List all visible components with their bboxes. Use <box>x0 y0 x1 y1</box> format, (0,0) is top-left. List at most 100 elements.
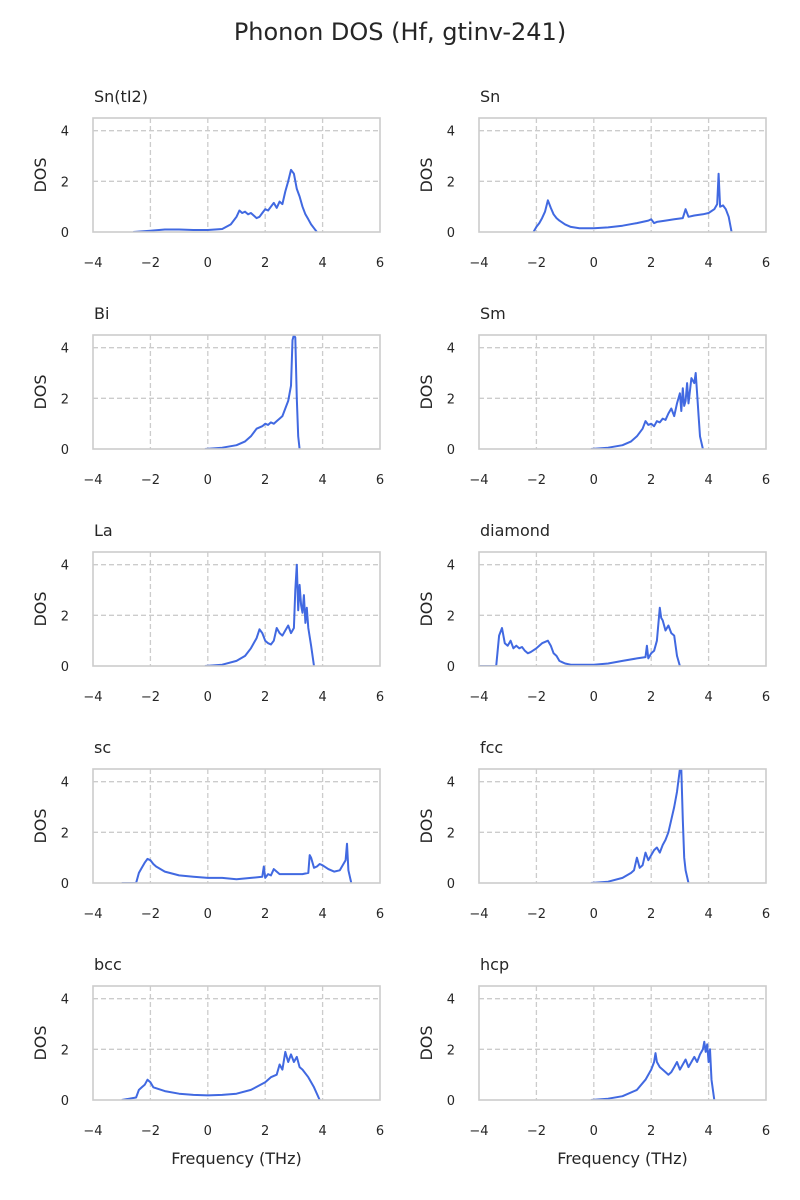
x-tick-label: 4 <box>704 907 712 922</box>
subplot-title: Bi <box>94 304 109 323</box>
y-tick-label: 4 <box>447 342 455 357</box>
x-tick-label: −4 <box>469 1124 488 1139</box>
subplot-title: sc <box>94 738 111 757</box>
x-tick-label: 6 <box>762 1124 770 1139</box>
y-tick-label: 0 <box>447 877 455 892</box>
x-tick-label: −2 <box>527 473 546 488</box>
x-tick-label: 2 <box>647 907 655 922</box>
subplot-title: Sn <box>480 87 500 106</box>
y-axis-label: DOS <box>31 591 50 626</box>
y-axis-label: DOS <box>31 374 50 409</box>
x-tick-label: 0 <box>204 1124 212 1139</box>
axes-frame <box>92 768 381 884</box>
x-tick-label: 2 <box>261 256 269 271</box>
x-tick-label: 2 <box>647 473 655 488</box>
subplot-title: Sm <box>480 304 506 323</box>
x-tick-label: 4 <box>318 907 326 922</box>
axes-frame <box>478 334 767 450</box>
y-tick-label: 4 <box>61 342 69 357</box>
x-tick-label: 0 <box>204 473 212 488</box>
subplot-0: Sn(tI2) −4 −2 0 2 4 6 0 2 4 DOS <box>31 87 384 271</box>
x-tick-label: 0 <box>204 907 212 922</box>
x-tick-label: 4 <box>704 690 712 705</box>
y-axis-label: DOS <box>31 1025 50 1060</box>
y-tick-label: 4 <box>61 993 69 1008</box>
subplot-7: fcc −4 −2 0 2 4 6 0 2 4 DOS <box>417 738 770 922</box>
y-axis-label: DOS <box>417 374 436 409</box>
figure-title: Phonon DOS (Hf, gtinv-241) <box>233 18 567 46</box>
y-tick-label: 4 <box>447 559 455 574</box>
x-tick-label: 6 <box>376 907 384 922</box>
y-axis-label: DOS <box>31 157 50 192</box>
y-tick-label: 2 <box>447 609 455 624</box>
y-axis-label: DOS <box>417 157 436 192</box>
axes-frame <box>478 985 767 1101</box>
x-tick-label: 2 <box>261 1124 269 1139</box>
x-tick-label: 0 <box>204 256 212 271</box>
x-tick-label: 0 <box>204 690 212 705</box>
x-tick-label: 4 <box>318 473 326 488</box>
axes-frame <box>92 985 381 1101</box>
x-axis-label: Frequency (THz) <box>557 1149 687 1168</box>
y-axis-label: DOS <box>417 1025 436 1060</box>
y-tick-label: 2 <box>61 392 69 407</box>
dos-line <box>590 769 690 883</box>
x-tick-label: −4 <box>83 690 102 705</box>
subplot-1: Sn −4 −2 0 2 4 6 0 2 4 DOS <box>417 87 770 271</box>
axes-frame <box>478 768 767 884</box>
x-tick-label: 4 <box>318 1124 326 1139</box>
x-tick-label: 0 <box>590 256 598 271</box>
y-tick-label: 4 <box>447 776 455 791</box>
y-tick-label: 0 <box>61 226 69 241</box>
x-tick-label: 2 <box>647 690 655 705</box>
y-axis-label: DOS <box>417 591 436 626</box>
y-tick-label: 2 <box>61 609 69 624</box>
subplot-title: hcp <box>480 955 509 974</box>
x-tick-label: −2 <box>141 256 160 271</box>
axes-frame <box>92 334 381 450</box>
x-tick-label: −2 <box>527 1124 546 1139</box>
y-tick-label: 4 <box>447 125 455 140</box>
subplot-title: fcc <box>480 738 503 757</box>
x-tick-label: 4 <box>318 256 326 271</box>
x-tick-label: 6 <box>762 690 770 705</box>
axes-frame <box>92 551 381 667</box>
y-tick-label: 4 <box>61 776 69 791</box>
y-axis-label: DOS <box>417 808 436 843</box>
y-tick-label: 4 <box>61 125 69 140</box>
x-tick-label: −4 <box>83 907 102 922</box>
y-tick-label: 4 <box>61 559 69 574</box>
x-tick-label: −2 <box>141 690 160 705</box>
x-tick-label: 0 <box>590 1124 598 1139</box>
y-axis-label: DOS <box>31 808 50 843</box>
y-tick-label: 0 <box>61 443 69 458</box>
dos-line <box>590 1040 716 1100</box>
y-tick-label: 4 <box>447 993 455 1008</box>
y-tick-label: 0 <box>447 226 455 241</box>
y-tick-label: 2 <box>61 175 69 190</box>
dos-line <box>479 606 681 666</box>
dos-line <box>532 172 733 232</box>
subplot-title: diamond <box>480 521 550 540</box>
x-tick-label: 6 <box>376 690 384 705</box>
subplot-title: La <box>94 521 113 540</box>
x-tick-label: −4 <box>83 473 102 488</box>
x-tick-label: 2 <box>261 473 269 488</box>
x-tick-label: 4 <box>704 1124 712 1139</box>
subplot-5: diamond −4 −2 0 2 4 6 0 2 4 DOS <box>417 521 770 705</box>
x-tick-label: 0 <box>590 907 598 922</box>
x-tick-label: −4 <box>469 256 488 271</box>
y-tick-label: 2 <box>447 826 455 841</box>
x-tick-label: 2 <box>647 256 655 271</box>
axes-frame <box>478 551 767 667</box>
subplot-9: hcp −4 −2 0 2 4 6 0 2 4 DOS Frequency (THz) <box>417 955 770 1168</box>
x-tick-label: −2 <box>141 907 160 922</box>
y-tick-label: 0 <box>61 1094 69 1109</box>
x-tick-label: 6 <box>762 473 770 488</box>
x-tick-label: 4 <box>318 690 326 705</box>
y-tick-label: 0 <box>61 877 69 892</box>
x-tick-label: −4 <box>83 256 102 271</box>
x-tick-label: 6 <box>376 256 384 271</box>
y-tick-label: 2 <box>447 392 455 407</box>
dos-line <box>121 1050 321 1100</box>
